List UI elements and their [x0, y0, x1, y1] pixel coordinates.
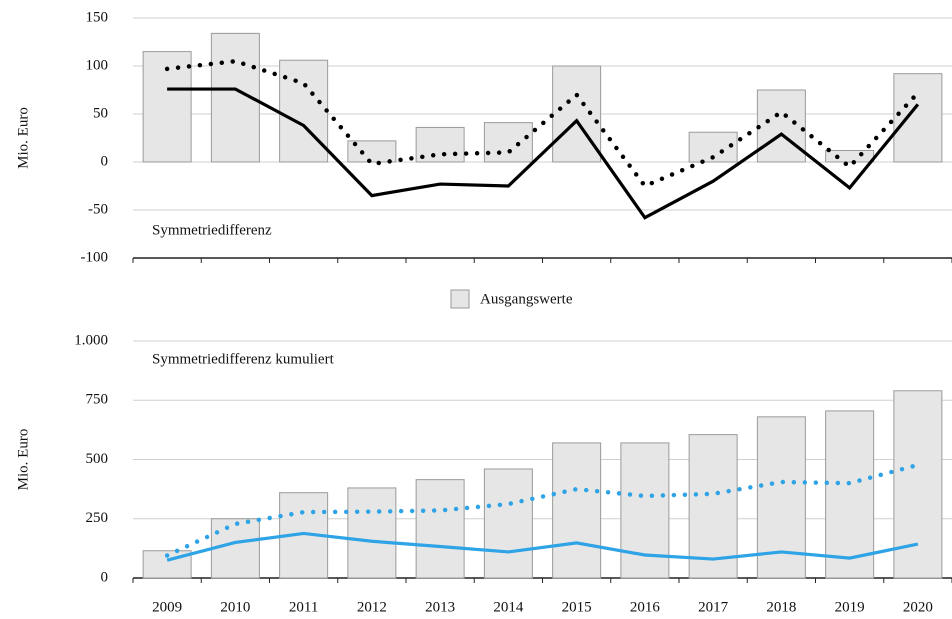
y-tick-label: 750 [86, 392, 109, 408]
y-tick-label: 250 [86, 510, 109, 526]
bar [552, 65, 602, 163]
x-tick-label: 2020 [903, 599, 933, 615]
bar [825, 410, 875, 579]
bar [688, 434, 738, 579]
line [167, 87, 920, 220]
bar [415, 479, 465, 579]
y-tick-label: 100 [86, 57, 109, 73]
y-tick-label: -50 [88, 201, 108, 217]
bar [347, 140, 397, 163]
y-tick-label: 1.000 [74, 332, 108, 348]
bar [620, 442, 670, 579]
annotation: Symmetriedifferenz [152, 222, 272, 238]
legend-swatch [450, 289, 470, 309]
x-tick-label: 2016 [630, 599, 661, 615]
x-tick-label: 2015 [562, 599, 592, 615]
annotation: Symmetriedifferenz kumuliert [152, 351, 335, 367]
y-tick-label: -100 [81, 249, 109, 265]
line [166, 531, 919, 562]
x-tick-label: 2019 [835, 599, 865, 615]
bar [893, 390, 943, 579]
y-axis-label: Mio. Euro [15, 107, 31, 169]
x-tick-label: 2009 [152, 599, 182, 615]
y-tick-label: 0 [101, 569, 109, 585]
x-tick-label: 2013 [425, 599, 455, 615]
x-tick-label: 2010 [220, 599, 250, 615]
x-tick-label: 2012 [357, 599, 387, 615]
bar [825, 149, 875, 163]
y-tick-label: 0 [101, 153, 109, 169]
x-tick-label: 2014 [493, 599, 524, 615]
bar [756, 89, 806, 163]
bar [552, 442, 602, 579]
x-tick-label: 2018 [766, 599, 796, 615]
legend-label: Ausgangswerte [480, 291, 573, 307]
bar [893, 73, 943, 163]
dotted-line [164, 462, 921, 558]
x-tick-label: 2011 [289, 599, 318, 615]
bar [279, 59, 329, 163]
bar [483, 468, 533, 579]
bar [210, 518, 260, 579]
x-tick-label: 2017 [698, 599, 729, 615]
y-tick-label: 500 [86, 451, 109, 467]
bar [347, 487, 397, 579]
y-tick-label: 150 [86, 9, 109, 25]
bar [483, 122, 533, 163]
y-tick-label: 50 [93, 105, 108, 121]
dotted-line [164, 58, 921, 189]
y-axis-label: Mio. Euro [15, 429, 31, 491]
